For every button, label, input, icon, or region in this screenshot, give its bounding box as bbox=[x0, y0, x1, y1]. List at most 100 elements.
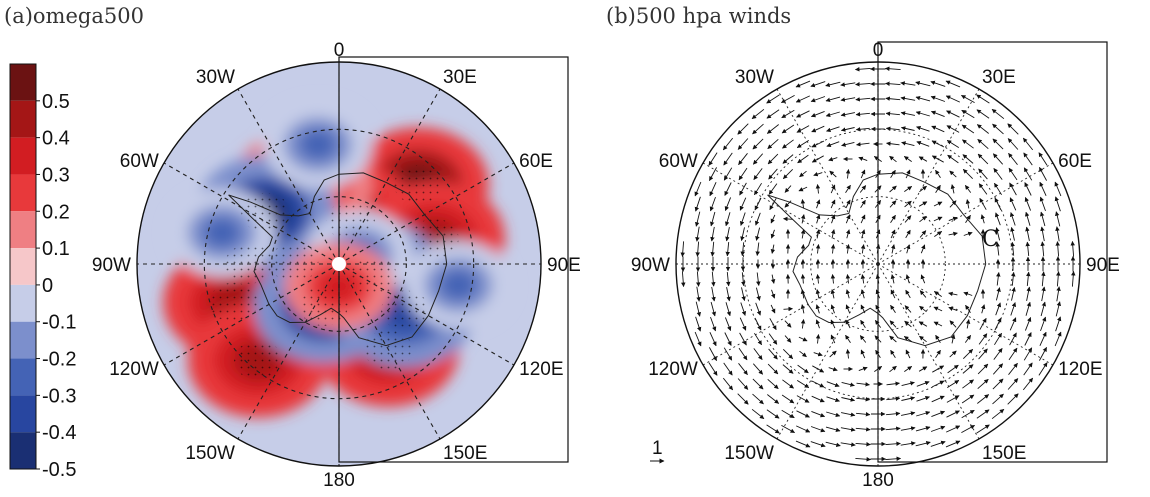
wind-vector bbox=[992, 123, 1004, 135]
wind-vector bbox=[766, 409, 780, 419]
wind-vector bbox=[932, 365, 945, 373]
longitude-label: 30W bbox=[735, 67, 774, 88]
wind-vector bbox=[724, 182, 732, 196]
longitude-label: 90E bbox=[547, 255, 581, 276]
wind-vector bbox=[722, 137, 734, 151]
wind-vector bbox=[845, 184, 851, 194]
wind-vector bbox=[918, 156, 928, 162]
wind-vector bbox=[782, 379, 794, 389]
wind-vector bbox=[1055, 316, 1062, 332]
wind-vector bbox=[885, 441, 901, 446]
wind-vector bbox=[900, 426, 916, 431]
wind-vector bbox=[859, 335, 867, 343]
longitude-label: 150E bbox=[443, 443, 487, 464]
wind-vector bbox=[739, 197, 747, 211]
wind-vector bbox=[903, 156, 912, 162]
wind-vector bbox=[855, 127, 870, 132]
wind-vector bbox=[737, 123, 749, 135]
wind-vector bbox=[904, 215, 912, 223]
meridian-line bbox=[338, 88, 441, 265]
meridian-line bbox=[877, 263, 1054, 366]
wind-vector bbox=[855, 112, 870, 117]
wind-vector bbox=[920, 274, 926, 284]
wind-vector bbox=[905, 289, 911, 299]
meridian-line bbox=[237, 88, 340, 265]
wind-vector bbox=[1007, 393, 1019, 405]
longitude-label: 180 bbox=[862, 470, 894, 491]
wind-vector bbox=[725, 302, 732, 317]
colorbar-swatch bbox=[10, 432, 36, 469]
panel-a-boundary bbox=[136, 61, 542, 467]
wind-vector bbox=[916, 125, 930, 132]
longitude-label: 120E bbox=[1058, 359, 1102, 380]
wind-vector bbox=[945, 440, 961, 448]
longitude-label: 90W bbox=[631, 255, 670, 276]
wind-vector bbox=[976, 109, 990, 119]
wind-vector bbox=[841, 141, 855, 147]
wind-vector bbox=[858, 366, 868, 372]
meridian-line bbox=[702, 162, 879, 265]
colorbar-swatch bbox=[10, 100, 36, 138]
wind-vector bbox=[815, 184, 821, 194]
wind-vector bbox=[723, 362, 733, 376]
wind-vector bbox=[815, 319, 820, 329]
wind-vector bbox=[810, 81, 826, 88]
wind-vector bbox=[961, 124, 975, 134]
meridian-line bbox=[702, 263, 879, 366]
panel-b-title: (b)500 hpa winds bbox=[606, 4, 792, 28]
wind-vector bbox=[916, 140, 930, 147]
wind-vector bbox=[855, 442, 871, 447]
wind-vector bbox=[784, 335, 792, 343]
wind-vector bbox=[1024, 182, 1032, 196]
wind-vector bbox=[753, 168, 763, 180]
wind-vector bbox=[946, 425, 961, 433]
wind-vector bbox=[931, 395, 945, 403]
wind-vector bbox=[965, 199, 971, 209]
wind-vector bbox=[781, 425, 795, 433]
wind-vector bbox=[930, 425, 946, 432]
wind-vector bbox=[830, 304, 835, 314]
wind-vector bbox=[840, 127, 855, 132]
wind-vector bbox=[948, 216, 958, 222]
wind-vector bbox=[856, 397, 871, 402]
wind-vector bbox=[993, 348, 1003, 360]
wind-vector bbox=[796, 125, 810, 133]
wind-vector bbox=[800, 274, 806, 284]
wind-vector bbox=[946, 125, 960, 133]
wind-vector bbox=[979, 197, 987, 210]
wind-vector bbox=[856, 142, 870, 147]
wind-vector bbox=[815, 244, 821, 254]
wind-vector bbox=[904, 366, 913, 372]
wind-vector bbox=[811, 395, 825, 403]
wind-vector bbox=[916, 395, 930, 402]
wind-vector bbox=[798, 186, 808, 192]
wind-vector bbox=[826, 141, 840, 148]
wind-vector bbox=[830, 334, 836, 344]
wind-vector bbox=[709, 332, 717, 347]
wind-vector bbox=[1023, 167, 1033, 181]
wind-vector bbox=[977, 394, 990, 404]
wind-vector bbox=[828, 367, 838, 372]
wind-vector bbox=[724, 197, 732, 212]
wind-vector bbox=[859, 185, 867, 193]
wind-vector bbox=[885, 126, 900, 131]
wind-vector bbox=[755, 302, 762, 316]
wind-vector bbox=[738, 167, 748, 181]
wind-vector bbox=[1054, 196, 1061, 212]
wind-vector bbox=[977, 363, 989, 375]
longitude-label: 60W bbox=[659, 151, 698, 172]
wind-vector bbox=[946, 410, 960, 418]
wind-vector bbox=[994, 212, 1001, 226]
wind-vector bbox=[810, 426, 826, 433]
longitude-label: 120E bbox=[519, 359, 563, 380]
wind-vector bbox=[961, 109, 975, 119]
wind-vector bbox=[1055, 226, 1060, 242]
wind-vector bbox=[752, 393, 764, 405]
wind-vector bbox=[964, 335, 972, 343]
meridian-line bbox=[338, 263, 441, 440]
wind-vector bbox=[831, 214, 836, 224]
wind-vector bbox=[783, 216, 793, 222]
wind-vector bbox=[978, 333, 988, 345]
wind-vector bbox=[795, 95, 810, 103]
